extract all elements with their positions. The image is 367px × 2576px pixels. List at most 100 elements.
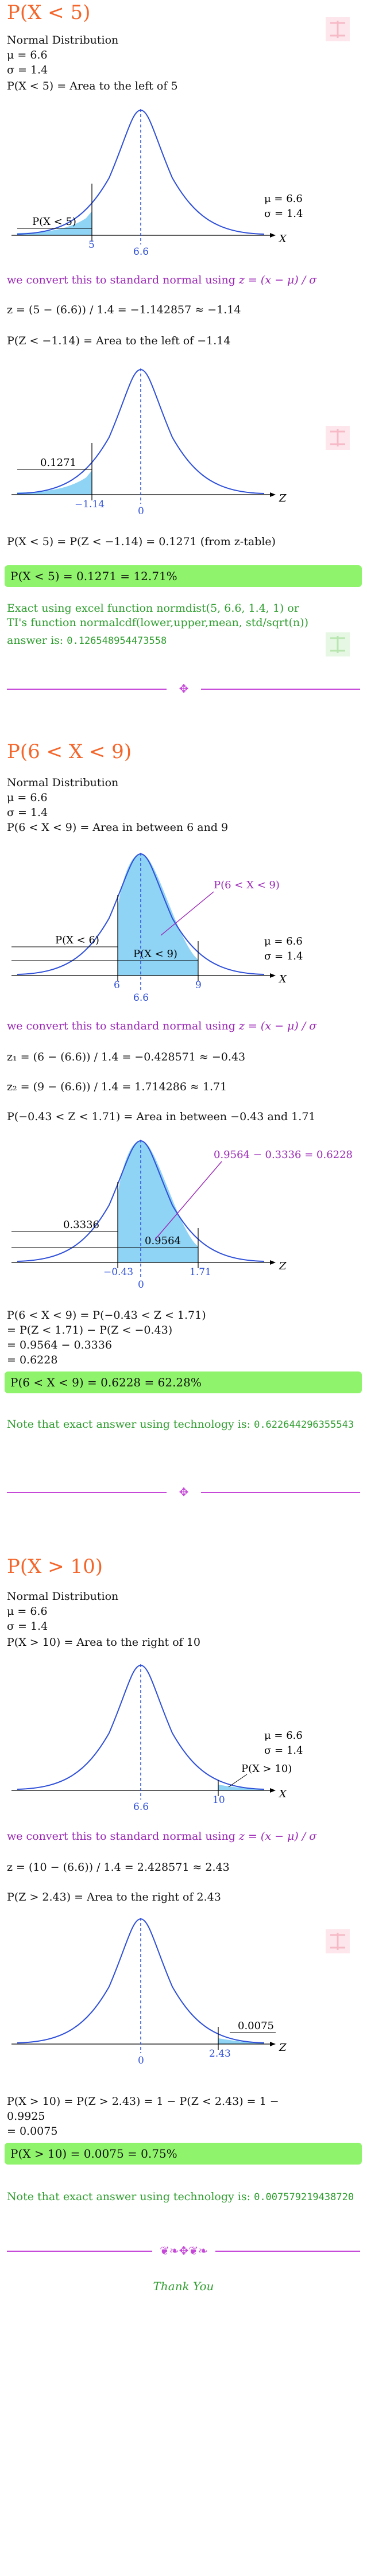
axis-label: X (278, 233, 287, 245)
normal-curve-graph: P(X < 6) P(X < 9) P(6 < X < 9) 6 9 6.6 X… (11, 853, 303, 1004)
tick-label-mean: 6.6 (133, 1801, 149, 1813)
z1-calc: z₁ = (6 − (6.6)) / 1.4 = −0.428571 ≈ −0.… (7, 1051, 246, 1063)
text-line: σ = 1.4 (7, 806, 48, 819)
tick-label-mean: 6.6 (133, 246, 149, 258)
text-line: μ = 6.6 (7, 791, 48, 804)
area-label: 0.1271 (40, 457, 76, 469)
text-line: P(6 < X < 9) = Area in between 6 and 9 (7, 821, 229, 834)
result-box: P(6 < X < 9) = 0.6228 = 62.28% (5, 1371, 362, 1393)
area-label: 0.0075 (238, 2020, 274, 2032)
result-line: = 0.9564 − 0.3336 (7, 1339, 112, 1351)
result-text: P(X < 5) = P(Z < −1.14) = 0.1271 (from z… (7, 535, 276, 548)
shaded-area (17, 471, 92, 495)
section-p-6-x-9: P(6 < X < 9) Normal Distribution μ = 6.6… (0, 740, 367, 1647)
text-line: P(X < 5) = Area to the left of 5 (7, 80, 178, 92)
callout-pointer (154, 1161, 222, 1240)
result-line: P(6 < X < 9) = P(−0.43 < Z < 1.71) (7, 1309, 206, 1322)
tick-label: −1.14 (75, 499, 105, 510)
sigma-label: σ = 1.4 (264, 208, 303, 220)
axis-label: Z (279, 2042, 287, 2054)
left-area-label: P(X < 6) (55, 934, 99, 946)
standard-normal-graph: 0.3336 0.9564 0.9564 − 0.3336 = 0.6228 −… (11, 1140, 353, 1291)
text-line: Normal Distribution (7, 1590, 119, 1603)
text-line: Normal Distribution (7, 776, 119, 789)
result-box: P(X < 5) = 0.1271 = 12.71% (5, 565, 362, 587)
text-line: P(X > 10) = Area to the right of 10 (7, 1636, 200, 1649)
pz-text: P(Z > 2.43) = Area to the right of 2.43 (7, 1891, 221, 1903)
divider-ornament-icon: ✥ (167, 681, 201, 696)
convert-text: we convert this to standard normal using… (7, 1830, 317, 1843)
pz-text: P(Z < −1.14) = Area to the left of −1.14 (7, 335, 231, 347)
result-line: P(X > 10) = P(Z > 2.43) = 1 − P(Z < 2.43… (7, 2095, 279, 2108)
tick-label-mean: 6.6 (133, 992, 149, 1004)
note-text: Note that exact answer using technology … (7, 1418, 354, 1431)
right-area-label: 0.9564 (145, 1235, 181, 1247)
section-p-x-greater-10: P(X > 10) Normal Distribution μ = 6.6 σ … (0, 1555, 367, 2576)
sigma-label: σ = 1.4 (264, 950, 303, 962)
result-line: = P(Z < 1.71) − P(Z < −0.43) (7, 1324, 173, 1336)
text-line: σ = 1.4 (7, 1620, 48, 1633)
tick-label: 10 (213, 1794, 225, 1806)
excel-text: TI's function normalcdf(lower,upper,mean… (7, 616, 309, 629)
left-area-label: 0.3336 (63, 1219, 99, 1231)
axis-arrow-icon (270, 1788, 276, 1793)
tick-label-zero: 0 (138, 1279, 144, 1291)
result-box: P(X > 10) = 0.0075 = 0.75% (5, 2143, 362, 2165)
axis-label: X (278, 973, 287, 985)
tick-label: 1.71 (190, 1266, 211, 1278)
result-line: = 0.0075 (7, 2125, 58, 2138)
section-heading: P(X > 10) (7, 1555, 103, 1578)
callout-label: P(6 < X < 9) (214, 879, 280, 891)
watermark-icon (326, 632, 350, 656)
callout-pointer (160, 891, 214, 936)
divider-ornament-icon: ✥ (167, 1485, 201, 1499)
excel-text: Exact using excel function normdist(5, 6… (7, 602, 299, 615)
axis-arrow-icon (270, 1260, 276, 1265)
note-text: Note that exact answer using technology … (7, 2190, 354, 2203)
text-line: Normal Distribution (7, 34, 119, 46)
text-line: σ = 1.4 (7, 64, 48, 76)
convert-text: we convert this to standard normal using… (7, 274, 317, 286)
section-p-x-less-5: P(X < 5) Normal Distribution μ = 6.6 σ =… (0, 0, 367, 826)
axis-label: Z (279, 1260, 287, 1272)
tick-label: 6 (114, 980, 120, 991)
axis-label: Z (279, 492, 287, 504)
tick-label: −0.43 (103, 1266, 133, 1278)
tick-label: 2.43 (209, 2048, 231, 2060)
watermark-icon (326, 426, 350, 450)
thank-you-text: Thank You (153, 2279, 214, 2293)
mu-label: μ = 6.6 (264, 1730, 303, 1742)
sigma-label: σ = 1.4 (264, 1744, 303, 1757)
text-line: μ = 6.6 (7, 49, 48, 61)
standard-normal-graph: 0.0075 2.43 0 Z (11, 1918, 287, 2066)
watermark-icon (326, 17, 350, 41)
tick-label-zero: 0 (138, 2055, 144, 2066)
normal-curve-graph: P(X < 5) 5 6.6 X μ = 6.6 σ = 1.4 (11, 109, 303, 258)
axis-arrow-icon (270, 233, 276, 238)
shaded-area (17, 211, 92, 235)
section-heading: P(X < 5) (7, 1, 91, 24)
shaded-area (118, 854, 198, 976)
axis-label: X (278, 1788, 287, 1800)
standard-normal-graph: 0.1271 −1.14 0 Z (11, 368, 287, 517)
callout-label: 0.9564 − 0.3336 = 0.6228 (214, 1149, 353, 1161)
right-area-label: P(X < 9) (133, 948, 177, 960)
pz-text: P(−0.43 < Z < 1.71) = Area in between −0… (7, 1110, 316, 1123)
mu-label: μ = 6.6 (264, 193, 303, 205)
z-calc: z = (5 − (6.6)) / 1.4 = −1.142857 ≈ −1.1… (7, 304, 241, 316)
area-label: P(X > 10) (241, 1763, 292, 1775)
area-label: P(X < 5) (32, 216, 76, 228)
result-line: = 0.6228 (7, 1354, 58, 1366)
convert-text: we convert this to standard normal using… (7, 1020, 317, 1032)
shaded-area (118, 1141, 198, 1262)
text-line: μ = 6.6 (7, 1605, 48, 1618)
tick-label-zero: 0 (138, 506, 144, 517)
axis-arrow-icon (270, 2042, 276, 2046)
result-line: 0.9925 (7, 2110, 45, 2123)
tick-label: 5 (88, 239, 95, 251)
watermark-icon (326, 1929, 350, 1953)
axis-arrow-icon (270, 973, 276, 978)
axis-arrow-icon (270, 492, 276, 497)
area-pointer (228, 1774, 248, 1788)
answer-text: answer is: 0.126548954473558 (7, 634, 167, 647)
